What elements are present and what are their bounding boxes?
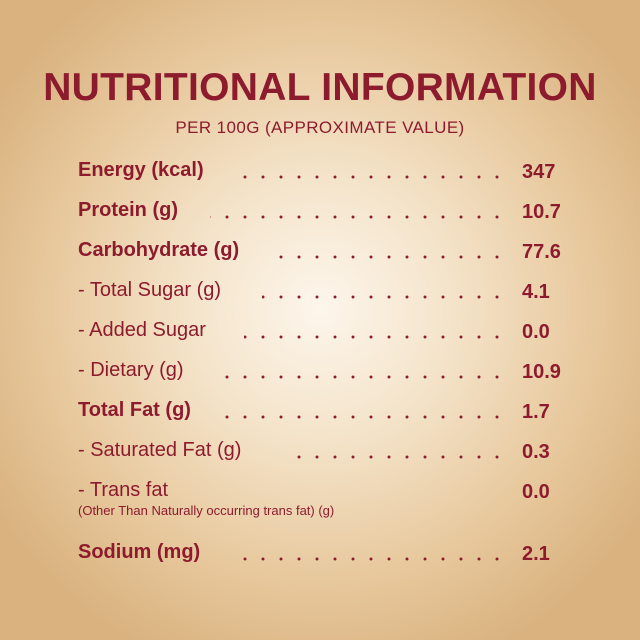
nutrient-value: 10.7 bbox=[522, 201, 561, 223]
dot-leader bbox=[224, 410, 506, 424]
nutrient-value: 0.0 bbox=[522, 481, 550, 503]
nutrition-row-energy: Energy (kcal) 347 bbox=[78, 156, 568, 186]
dot-leader bbox=[210, 210, 506, 224]
nutrient-value: 0.0 bbox=[522, 321, 550, 343]
dot-leader bbox=[244, 330, 506, 344]
nutrition-row-added-sugar: - Added Sugar 0.0 bbox=[78, 316, 568, 346]
dot-leader bbox=[236, 170, 506, 184]
nutrient-label: - Total Sugar (g) bbox=[78, 279, 222, 301]
dot-leader bbox=[278, 250, 506, 264]
nutrient-label: - Trans fat bbox=[78, 479, 169, 501]
nutrient-value: 4.1 bbox=[522, 281, 550, 303]
nutrient-value: 10.9 bbox=[522, 361, 561, 383]
dot-leader bbox=[290, 450, 506, 464]
nutrient-label: - Dietary (g) bbox=[78, 359, 184, 381]
nutrient-label: - Saturated Fat (g) bbox=[78, 439, 242, 461]
nutrition-row-total-fat: Total Fat (g) 1.7 bbox=[78, 396, 568, 426]
dot-leader bbox=[236, 552, 506, 566]
dot-leader bbox=[218, 370, 506, 384]
nutrition-row-trans-fat: - Trans fat 0.0 bbox=[78, 476, 568, 506]
nutrient-value: 2.1 bbox=[522, 543, 550, 565]
nutrient-label: Carbohydrate (g) bbox=[78, 239, 240, 261]
nutrient-label: Protein (g) bbox=[78, 199, 178, 221]
nutrient-label: Energy (kcal) bbox=[78, 159, 204, 181]
nutrition-row-sodium: Sodium (mg) 2.1 bbox=[78, 538, 568, 568]
nutrition-row-dietary: - Dietary (g) 10.9 bbox=[78, 356, 568, 386]
nutrient-label: Sodium (mg) bbox=[78, 541, 201, 563]
nutrition-row-saturated-fat: - Saturated Fat (g) 0.3 bbox=[78, 436, 568, 466]
page-title: NUTRITIONAL INFORMATION bbox=[43, 66, 597, 109]
nutrition-row-total-sugar: - Total Sugar (g) 4.1 bbox=[78, 276, 568, 306]
nutrient-label: Total Fat (g) bbox=[78, 399, 191, 421]
nutrient-value: 1.7 bbox=[522, 401, 550, 423]
dot-leader bbox=[262, 290, 506, 304]
trans-fat-note: (Other Than Naturally occurring trans fa… bbox=[78, 503, 335, 518]
nutrient-label: - Added Sugar bbox=[78, 319, 206, 341]
nutrient-value: 77.6 bbox=[522, 241, 561, 263]
page-subtitle: PER 100G (APPROXIMATE VALUE) bbox=[175, 118, 465, 137]
nutrition-row-carbohydrate: Carbohydrate (g) 77.6 bbox=[78, 236, 568, 266]
nutrition-row-protein: Protein (g) 10.7 bbox=[78, 196, 568, 226]
nutrient-value: 0.3 bbox=[522, 441, 550, 463]
nutrient-value: 347 bbox=[522, 161, 556, 183]
